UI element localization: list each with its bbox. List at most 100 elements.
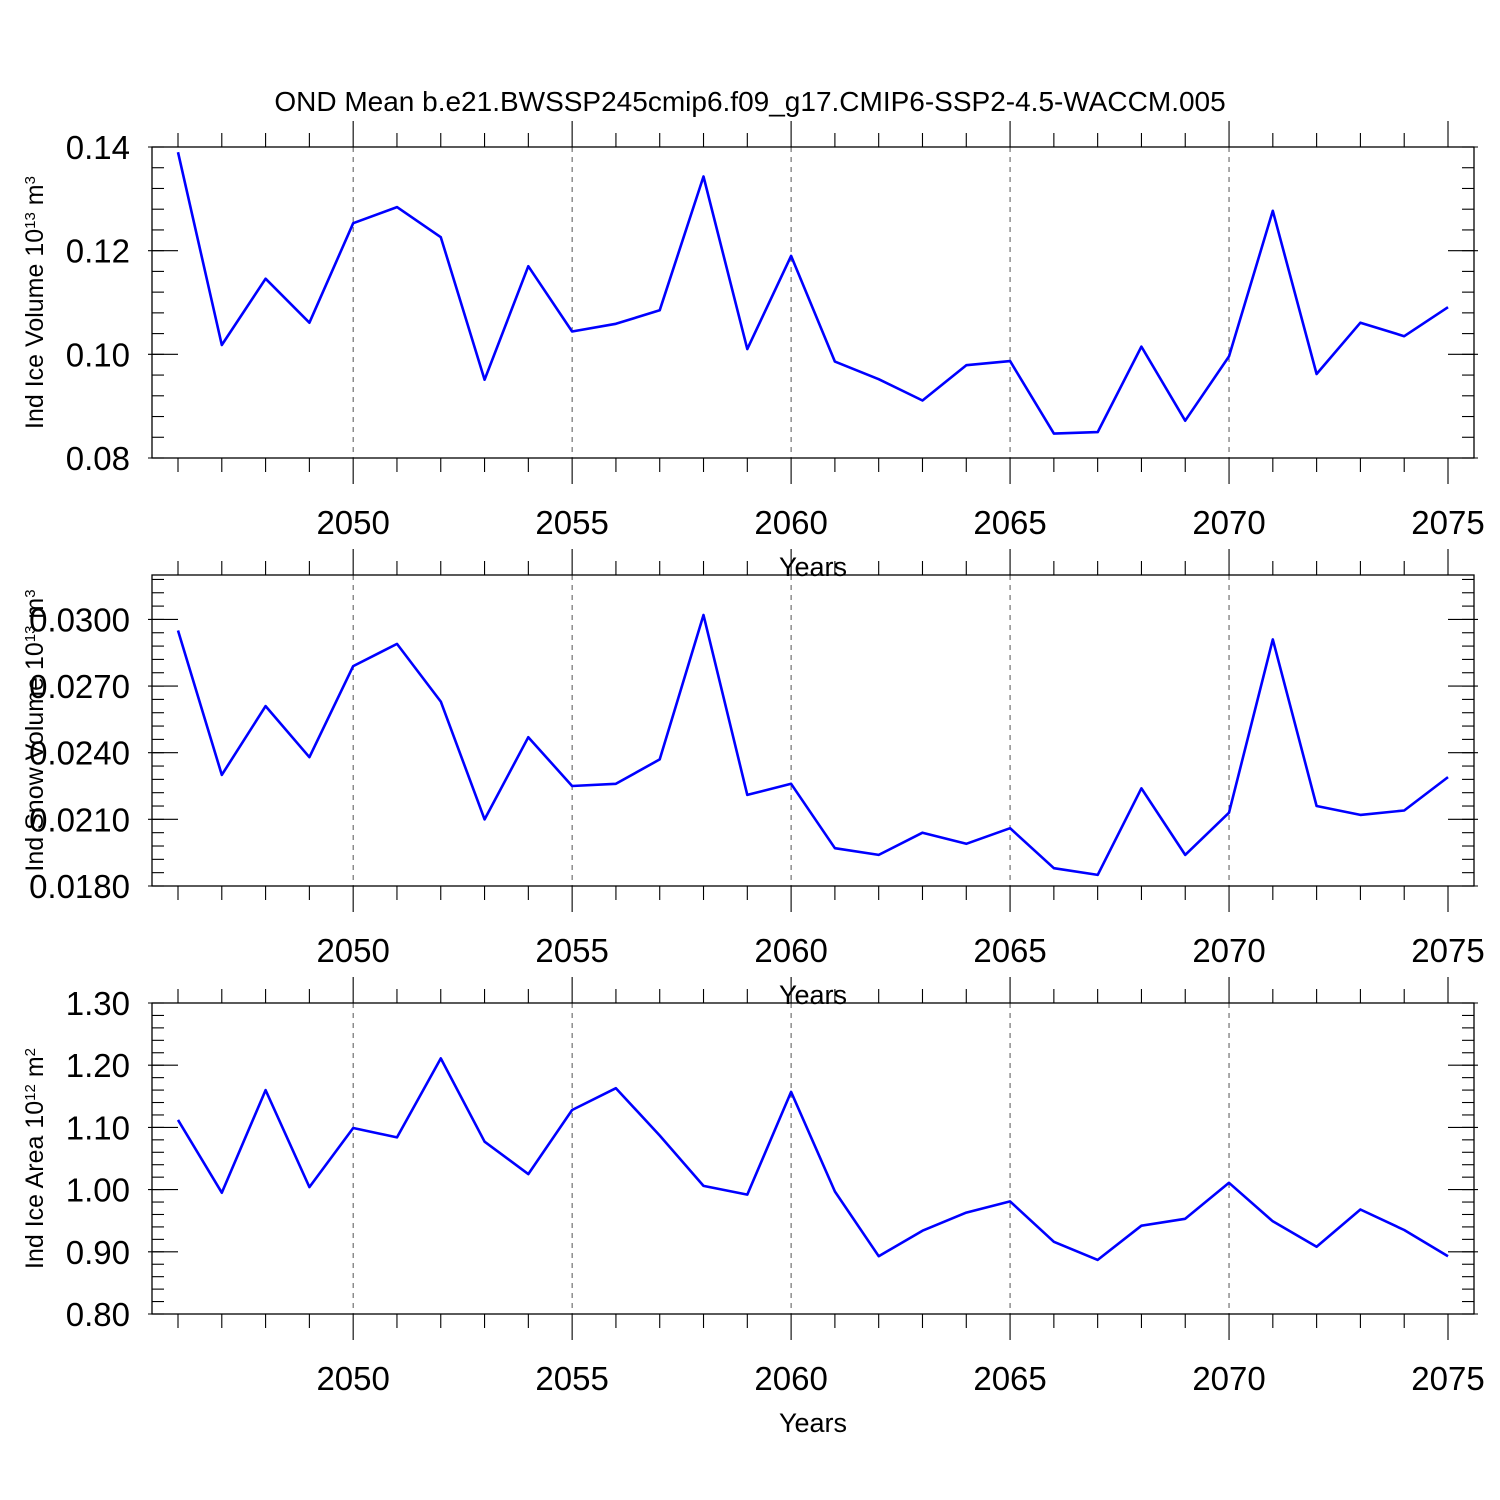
data-point [1446, 1254, 1450, 1258]
x-tick-label: 2055 [535, 932, 608, 969]
data-point [920, 1229, 924, 1233]
data-point [1008, 826, 1012, 830]
data-point [395, 642, 399, 646]
x-tick-label: 2055 [535, 504, 608, 541]
y-tick-label: 0.80 [66, 1296, 130, 1333]
data-point [1358, 813, 1362, 817]
data-point [702, 613, 706, 617]
data-point [570, 1108, 574, 1112]
data-point [614, 322, 618, 326]
chart-panel-2: 0.0180 0.0210 0.0240 0.0270 0.0300 2050 2055 20… [21, 549, 1485, 1010]
data-point [789, 1090, 793, 1094]
data-point [920, 831, 924, 835]
data-point [439, 235, 443, 239]
data-point [570, 784, 574, 788]
data-point [307, 1185, 311, 1189]
x-tick-label: 2065 [973, 1360, 1046, 1397]
y-tick-label: 0.14 [66, 129, 130, 166]
data-point [220, 343, 224, 347]
data-point [1402, 334, 1406, 338]
data-point [964, 363, 968, 367]
y-tick-label: 1.20 [66, 1047, 130, 1084]
x-tick-label: 2070 [1192, 504, 1265, 541]
chart-panel-1: 0.08 0.10 0.12 0.14 2050 2055 2060 2065 2070 2075… [21, 121, 1485, 582]
data-point [614, 782, 618, 786]
data-point [702, 1184, 706, 1188]
x-tick-label: 2075 [1411, 504, 1484, 541]
data-point [658, 757, 662, 761]
data-point [351, 1126, 355, 1130]
data-point [1402, 1228, 1406, 1232]
data-point [1358, 321, 1362, 325]
x-tick-label: 2055 [535, 1360, 608, 1397]
data-point [745, 347, 749, 351]
y-tick-label: 0.10 [66, 336, 130, 373]
x-tick-label: 2060 [754, 504, 827, 541]
data-point [1402, 808, 1406, 812]
data-point [1446, 305, 1450, 309]
x-tick-label: 2070 [1192, 1360, 1265, 1397]
data-point [833, 1189, 837, 1193]
y-tick-label: 0.0300 [29, 601, 130, 638]
data-point [1315, 372, 1319, 376]
x-tick-label: 2050 [316, 1360, 389, 1397]
data-point [176, 629, 180, 633]
x-tick-label: 2075 [1411, 1360, 1484, 1397]
data-point [877, 377, 881, 381]
data-point [1446, 775, 1450, 779]
plot-frame [151, 574, 1475, 887]
data-point [658, 308, 662, 312]
data-point [1315, 804, 1319, 808]
y-tick-label: 1.30 [66, 985, 130, 1022]
data-point [789, 782, 793, 786]
data-point [1227, 811, 1231, 815]
data-point [307, 321, 311, 325]
x-tick-label: 2060 [754, 1360, 827, 1397]
data-point [877, 1254, 881, 1258]
data-point [1096, 873, 1100, 877]
data-point [1271, 637, 1275, 641]
data-point [526, 264, 530, 268]
data-point [877, 853, 881, 857]
data-point [964, 842, 968, 846]
data-point [1183, 1217, 1187, 1221]
x-tick-label: 2065 [973, 932, 1046, 969]
data-point [1271, 1219, 1275, 1223]
data-point [307, 755, 311, 759]
data-point [1008, 1199, 1012, 1203]
data-point [264, 704, 268, 708]
y-axis-label: Ind Ice Volume 1013 m3 [21, 176, 49, 429]
data-point [1358, 1208, 1362, 1212]
x-tick-label: 2050 [316, 932, 389, 969]
y-tick-label: 0.90 [66, 1234, 130, 1271]
y-tick-label: 1.10 [66, 1109, 130, 1146]
y-tick-label: 0.0210 [29, 801, 130, 838]
data-point [439, 1056, 443, 1060]
y-axis-label: Ind Snow Volume 1013 m3 [21, 589, 49, 871]
y-tick-label: 1.00 [66, 1172, 130, 1209]
data-point [439, 700, 443, 704]
data-point [964, 1211, 968, 1215]
y-tick-label: 0.0240 [29, 735, 130, 772]
data-point [1052, 1240, 1056, 1244]
x-axis-label: Years [779, 980, 847, 1010]
x-tick-label: 2065 [973, 504, 1046, 541]
y-tick-label: 0.08 [66, 440, 130, 477]
plot-frame [151, 1002, 1475, 1315]
x-tick-label: 2060 [754, 932, 827, 969]
data-point [395, 1135, 399, 1139]
data-point [1096, 430, 1100, 434]
data-point [264, 1088, 268, 1092]
data-point [220, 773, 224, 777]
y-tick-label: 0.0270 [29, 668, 130, 705]
data-point [1183, 419, 1187, 423]
y-tick-label: 0.12 [66, 233, 130, 270]
chart-panel-3: 0.80 0.90 1.00 1.10 1.20 1.30 2050 2055 2060 2065… [21, 977, 1485, 1438]
data-point [1227, 1181, 1231, 1185]
x-axis-label: Years [779, 552, 847, 582]
data-point [833, 846, 837, 850]
data-point [1139, 345, 1143, 349]
data-point [1315, 1245, 1319, 1249]
data-point [789, 254, 793, 258]
